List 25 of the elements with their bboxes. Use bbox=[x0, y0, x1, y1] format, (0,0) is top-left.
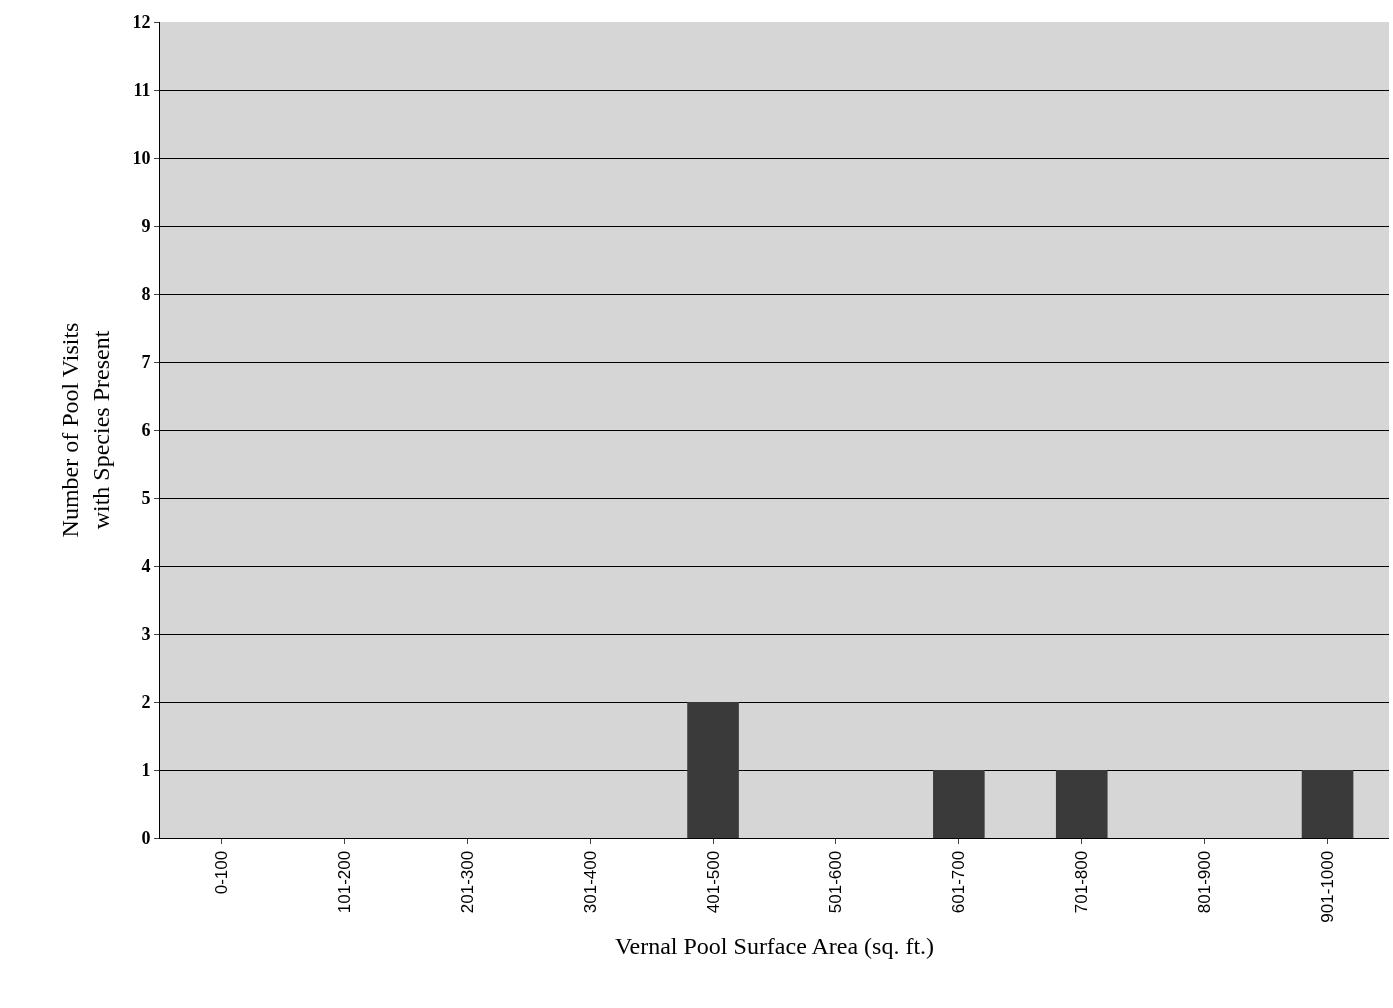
y-axis-title: Number of Pool Visits with Species Present bbox=[57, 322, 115, 538]
y-tick-label: 5 bbox=[141, 488, 151, 509]
x-axis-title: Vernal Pool Surface Area (sq. ft.) bbox=[614, 932, 935, 959]
y-tick-label: 2 bbox=[141, 692, 151, 713]
x-tick-label: 601-700 bbox=[949, 850, 969, 914]
x-tick-label: 301-400 bbox=[580, 850, 600, 914]
x-tick-label: 401-500 bbox=[703, 850, 723, 914]
x-tick-label: 801-900 bbox=[1195, 850, 1215, 914]
y-tick-label: 1 bbox=[141, 760, 151, 781]
x-tick-label: 201-300 bbox=[457, 850, 477, 914]
x-tick-label: 0-100 bbox=[211, 850, 231, 895]
y-tick-label: 4 bbox=[141, 556, 151, 577]
y-tick-label: 7 bbox=[141, 352, 151, 373]
y-tick-label: 6 bbox=[141, 420, 151, 441]
x-tick-label: 901-1000 bbox=[1318, 850, 1338, 923]
y-tick-label: 9 bbox=[141, 216, 151, 237]
y-tick-label: 0 bbox=[141, 828, 151, 849]
y-tick-label: 12 bbox=[132, 12, 151, 33]
y-tick-label: 3 bbox=[141, 624, 151, 645]
x-tick-label: 501-600 bbox=[826, 850, 846, 914]
x-tick-label: 101-200 bbox=[334, 850, 354, 914]
x-tick-label: 701-800 bbox=[1072, 850, 1092, 914]
y-tick-label: 10 bbox=[132, 148, 151, 169]
y-tick-label: 11 bbox=[133, 80, 151, 101]
y-tick-label: 8 bbox=[141, 284, 151, 305]
